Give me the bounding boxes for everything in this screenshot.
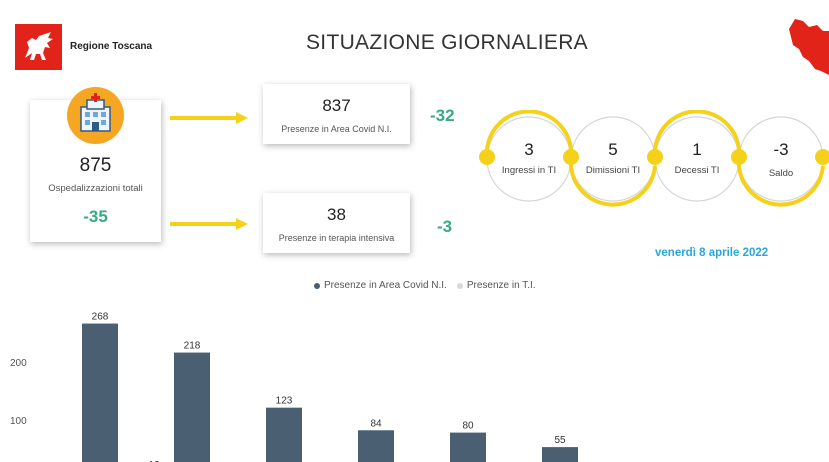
bar-value-label: 80 [462,421,474,432]
ti-label: Presenze in terapia intensiva [278,233,395,243]
flow-label-dimissioni: Dimissioni TI [585,165,641,176]
flow-value-ingressi: 3 [524,140,534,159]
page-title: SITUAZIONE GIORNALIERA [306,31,588,54]
flow-value-dimissioni: 5 [608,140,618,159]
bar-value-label-ti: 12 [148,460,160,462]
hospital-icon [67,87,124,144]
flow-label-saldo: Saldo [768,168,794,179]
bar-chart: 1002002682181238480551210 [10,312,578,462]
icu-flow: 3 Ingressi in TI 5 Dimissioni TI 1 Deces… [474,110,829,210]
total-value: 875 [79,155,112,176]
flow-label-ingressi: Ingressi in TI [501,165,557,176]
total-delta: -35 [83,207,108,226]
legend-label-ti: Presenze in T.I. [466,280,536,291]
bar-value-label: 55 [554,435,566,446]
total-label: Ospedalizzazioni totali [48,183,143,194]
pegasus-icon [25,32,53,60]
intensive-care-card: 38 Presenze in terapia intensiva [263,193,410,253]
ti-value: 38 [327,205,346,224]
bar-area-covid[interactable] [450,432,486,462]
area-covid-card: 837 Presenze in Area Covid N.I. [263,84,410,144]
area-label: Presenze in Area Covid N.I. [281,124,392,134]
legend-item-ti: Presenze in T.I. [456,280,536,291]
region-name: Regione Toscana [70,41,153,52]
total-hospitalizations-card: 875 Ospedalizzazioni totali -35 [30,87,161,242]
bar-value-label: 268 [92,312,109,323]
legend-dot-area [314,282,320,289]
bar-value-label: 84 [370,418,382,429]
flow-circles-icon [479,110,829,207]
bar-value-label: 123 [276,396,293,407]
bar-area-covid[interactable] [174,352,210,462]
bar-area-covid[interactable] [82,323,118,462]
regione-toscana-logo [15,24,62,70]
bar-area-covid[interactable] [542,447,578,462]
legend-label-area: Presenze in Area Covid N.I. [324,280,447,291]
report-date: venerdì 8 aprile 2022 [655,247,769,259]
tuscany-map-icon [787,17,829,80]
area-value: 837 [322,96,351,115]
bar-area-covid[interactable] [266,407,302,462]
flow-value-saldo: -3 [773,140,789,159]
flow-value-decessi: 1 [692,140,702,159]
bar-area-covid[interactable] [358,430,394,462]
ti-delta: -3 [437,217,453,236]
y-tick-label: 200 [10,358,27,369]
chart-legend: Presenze in Area Covid N.I. Presenze in … [314,280,536,291]
bar-value-label: 218 [184,341,201,352]
y-tick-label: 100 [10,416,27,427]
legend-item-area: Presenze in Area Covid N.I. [314,280,447,291]
area-delta: -32 [430,106,455,125]
flow-label-decessi: Decessi TI [674,165,720,176]
arrow-to-area-icon [170,112,248,124]
legend-dot-ti [456,282,463,289]
arrow-to-ti-icon [170,218,248,230]
